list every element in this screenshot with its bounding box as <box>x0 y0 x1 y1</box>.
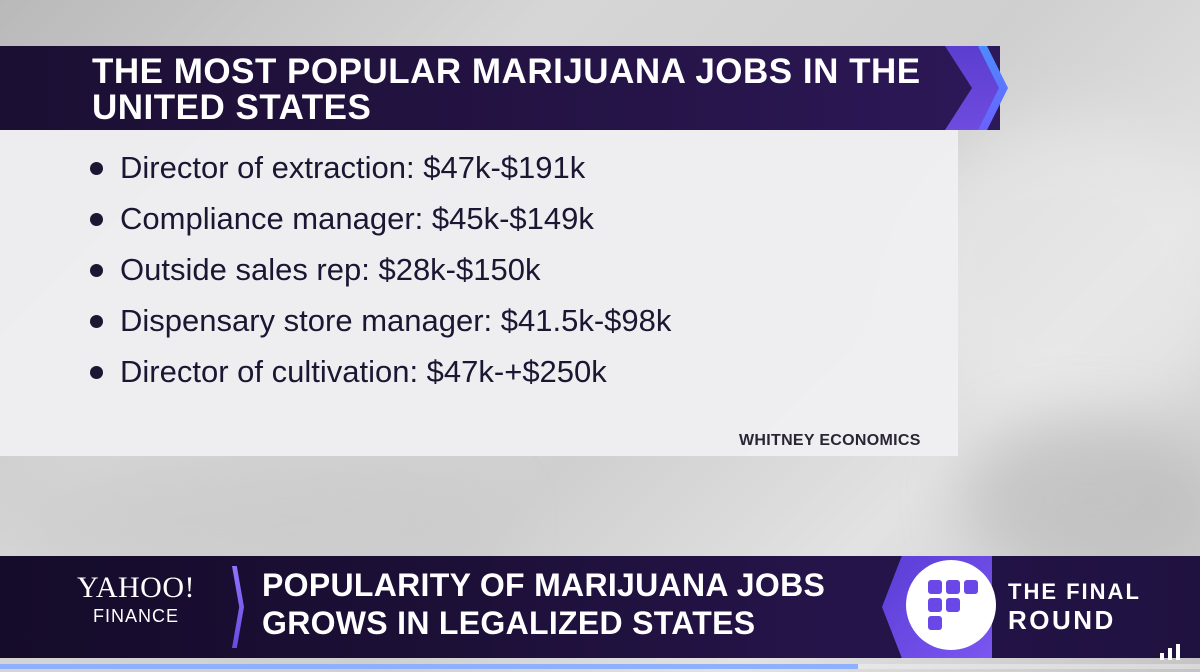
job-label: Compliance manager: $45k-$149k <box>120 201 594 236</box>
job-label: Outside sales rep: $28k-$150k <box>120 252 541 287</box>
list-item: Dispensary store manager: $41.5k-$98k <box>88 295 671 346</box>
logo-dot <box>946 580 960 594</box>
headline: POPULARITY OF MARIJUANA JOBS GROWS IN LE… <box>262 566 882 642</box>
show-title-line: ROUND <box>1008 605 1116 635</box>
logo-dot <box>928 598 942 612</box>
signal-bars-icon[interactable] <box>1160 644 1182 660</box>
lower-third-bar <box>0 556 1200 658</box>
jobs-list: Director of extraction: $47k-$191k Compl… <box>88 142 671 397</box>
list-item: Director of extraction: $47k-$191k <box>88 142 671 193</box>
bullet-panel <box>0 130 958 456</box>
signal-bar <box>1176 644 1180 660</box>
final-round-logo-icon <box>906 560 996 650</box>
bullet-icon <box>90 366 103 379</box>
video-progress-fill <box>0 664 858 669</box>
title-banner <box>0 46 1000 130</box>
graphic-title: THE MOST POPULAR MARIJUANA JOBS IN THE U… <box>92 54 952 126</box>
background-blur <box>960 420 1200 580</box>
job-label: Director of cultivation: $47k-+$250k <box>120 354 607 389</box>
logo-dot <box>964 580 978 594</box>
source-credit: WHITNEY ECONOMICS <box>739 432 921 449</box>
logo-wordmark: YAHOO! <box>77 571 195 604</box>
headline-line: POPULARITY OF MARIJUANA JOBS <box>262 567 826 603</box>
job-label: Director of extraction: $47k-$191k <box>120 150 586 185</box>
show-title-line: THE FINAL <box>1008 579 1141 604</box>
graphic-title-line: UNITED STATES <box>92 88 372 127</box>
headline-line: GROWS IN LEGALIZED STATES <box>262 605 756 641</box>
bullet-icon <box>90 213 103 226</box>
show-title: THE FINAL ROUND <box>1008 578 1141 634</box>
logo-dot <box>928 616 942 630</box>
list-item: Director of cultivation: $47k-+$250k <box>88 346 671 397</box>
job-label: Dispensary store manager: $41.5k-$98k <box>120 303 672 338</box>
bullet-icon <box>90 162 103 175</box>
logo-dot <box>928 580 942 594</box>
signal-bar <box>1168 648 1172 660</box>
bullet-icon <box>90 315 103 328</box>
logo-dot <box>946 598 960 612</box>
signal-bar <box>1160 653 1164 660</box>
list-item: Outside sales rep: $28k-$150k <box>88 244 671 295</box>
list-item: Compliance manager: $45k-$149k <box>88 193 671 244</box>
yahoo-finance-logo: YAHOO! FINANCE <box>48 572 224 628</box>
logo-subtitle: FINANCE <box>92 606 179 626</box>
graphic-title-line: THE MOST POPULAR MARIJUANA JOBS IN THE <box>92 52 921 91</box>
bullet-icon <box>90 264 103 277</box>
